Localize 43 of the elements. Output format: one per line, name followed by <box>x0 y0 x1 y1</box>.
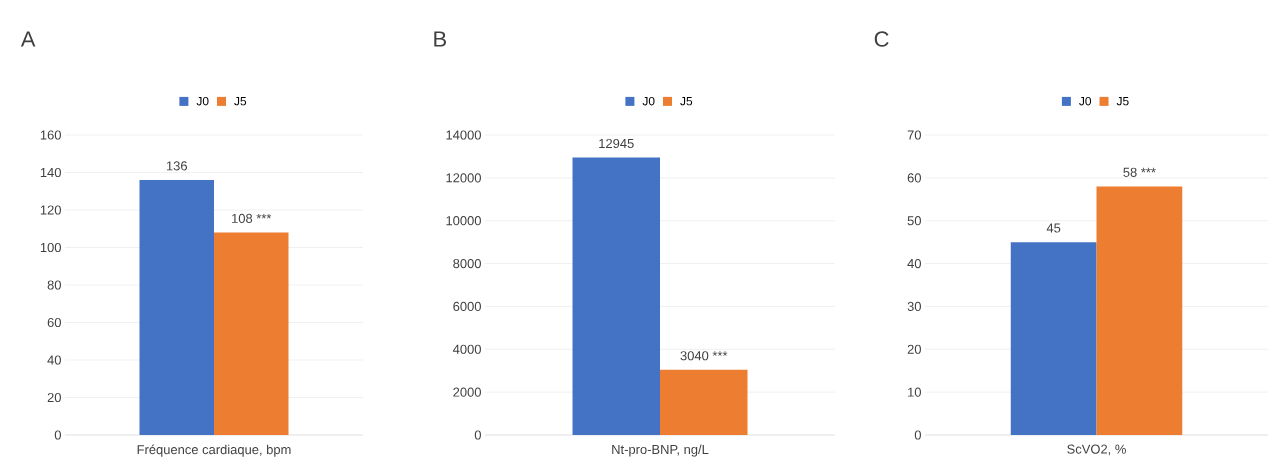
y-tick-label: 40 <box>907 258 921 269</box>
y-tick-label: 4000 <box>452 344 481 354</box>
legend-label: J5 <box>234 97 247 106</box>
y-tick-label: 60 <box>907 173 921 183</box>
legend-label: J5 <box>1116 97 1129 106</box>
x-axis-title: Nt-pro-BNP, ng/L <box>612 444 709 457</box>
data-label: 136 <box>166 161 187 171</box>
y-tick-label: 14000 <box>446 130 481 140</box>
legend-label: J0 <box>642 96 655 106</box>
data-label: 108 *** <box>232 213 272 223</box>
x-axis-title: ScVO2, % <box>1067 444 1126 456</box>
y-tick-label: 30 <box>907 301 921 312</box>
legend-label: J0 <box>196 96 209 106</box>
data-label: 3040 *** <box>680 351 728 361</box>
legend-label: J5 <box>680 97 693 106</box>
y-tick-label: 100 <box>40 242 61 253</box>
data-label: 58 *** <box>1123 167 1156 177</box>
y-tick-label: 160 <box>40 130 61 140</box>
y-tick-label: 80 <box>47 280 61 290</box>
data-label: 45 <box>1046 223 1061 233</box>
chart-title: C <box>874 31 889 47</box>
y-tick-label: 70 <box>907 130 921 140</box>
y-tick-label: 140 <box>40 167 61 178</box>
y-tick-label: 120 <box>40 205 61 215</box>
y-tick-label: 0 <box>54 430 61 440</box>
y-tick-label: 20 <box>907 344 921 354</box>
y-tick-label: 0 <box>914 430 921 440</box>
chart-title: B <box>434 31 446 47</box>
x-axis-title: Fréquence cardiaque, bpm <box>137 444 291 457</box>
y-tick-label: 6000 <box>453 301 481 312</box>
legend-label: J0 <box>1079 96 1092 106</box>
y-tick-label: 0 <box>474 430 481 440</box>
y-tick-label: 8000 <box>453 258 481 269</box>
y-tick-label: 2000 <box>453 387 481 397</box>
y-tick-label: 50 <box>907 216 921 226</box>
data-label: 12945 <box>599 138 634 149</box>
y-tick-label: 10 <box>908 387 921 397</box>
y-tick-label: 40 <box>47 355 61 365</box>
y-tick-label: 60 <box>47 317 61 328</box>
y-tick-label: 10000 <box>446 216 481 226</box>
chart-title: A <box>20 31 36 47</box>
y-tick-label: 20 <box>47 392 61 403</box>
y-tick-label: 12000 <box>446 173 481 183</box>
